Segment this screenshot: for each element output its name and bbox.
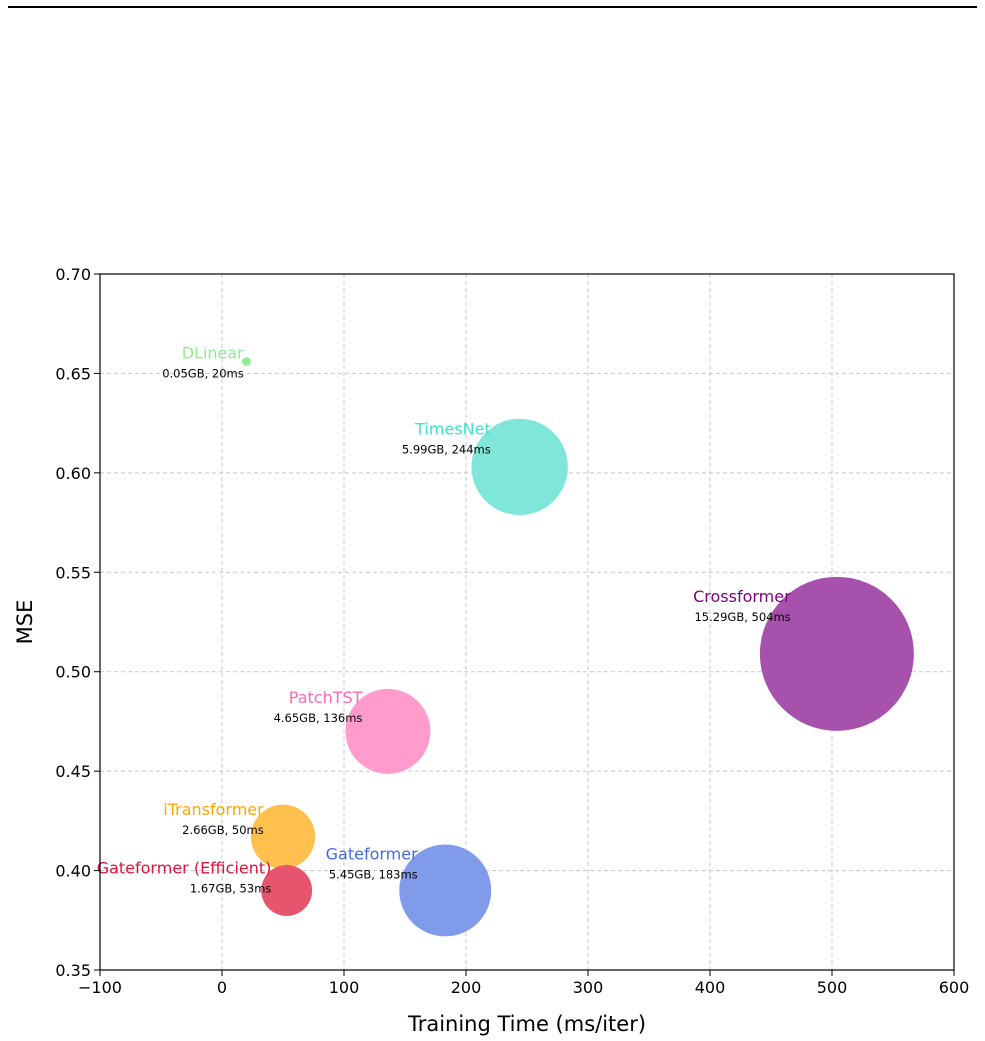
y-tick-label: 0.50 [55, 663, 91, 682]
y-tick-label: 0.45 [55, 762, 91, 781]
x-tick-label: 300 [573, 978, 604, 997]
bubble-info-label: 1.67GB, 53ms [190, 881, 272, 895]
bubble-name-label: Gateformer (Efficient) [97, 858, 272, 877]
y-tick-label: 0.35 [55, 961, 91, 980]
bubble-info-label: 2.66GB, 50ms [182, 823, 264, 837]
y-tick-label: 0.65 [55, 364, 91, 383]
y-tick-label: 0.55 [55, 563, 91, 582]
bubble [759, 576, 914, 731]
bubble [261, 865, 313, 916]
x-axis-title: Training Time (ms/iter) [407, 1012, 646, 1036]
x-tick-label: 600 [939, 978, 970, 997]
x-tick-label: −100 [78, 978, 122, 997]
y-tick-label: 0.40 [55, 862, 91, 881]
ticks: −100 0 100 200 300 400 500 600 0.35 0.40 0.45 0.50 0… [55, 265, 969, 997]
bubble-name-label: PatchTST [289, 688, 363, 707]
bubble-name-label: iTransformer [163, 800, 264, 819]
x-tick-label: 100 [329, 978, 360, 997]
bubble-name-label: DLinear [182, 344, 244, 363]
bubble-name-label: Crossformer [693, 587, 791, 606]
y-tick-label: 0.70 [55, 265, 91, 284]
bubble [241, 357, 251, 366]
axes [99, 273, 955, 971]
bubble [250, 804, 316, 869]
bubble-info-label: 0.05GB, 20ms [162, 367, 244, 381]
bubble-info-label: 5.45GB, 183ms [329, 868, 418, 882]
bubble-info-label: 5.99GB, 244ms [402, 443, 491, 457]
y-axis-title: MSE [13, 600, 37, 645]
x-tick-label: 400 [695, 978, 726, 997]
y-tick-label: 0.60 [55, 464, 91, 483]
bubble-info-label: 4.65GB, 136ms [274, 711, 363, 725]
bubble [471, 418, 568, 516]
bubble-info-label: 15.29GB, 504ms [694, 610, 790, 624]
plot-frame [99, 273, 955, 971]
bubble [399, 844, 492, 937]
bubble-name-label: Gateformer [326, 845, 418, 864]
x-tick-label: 0 [217, 978, 227, 997]
bubbles: DLinear 0.05GB, 20ms TimesNet 5.99GB, 244ms… [97, 344, 914, 937]
x-tick-label: 500 [817, 978, 848, 997]
bubble [345, 688, 431, 774]
x-tick-label: 200 [451, 978, 482, 997]
bubble-name-label: TimesNet [414, 420, 491, 439]
